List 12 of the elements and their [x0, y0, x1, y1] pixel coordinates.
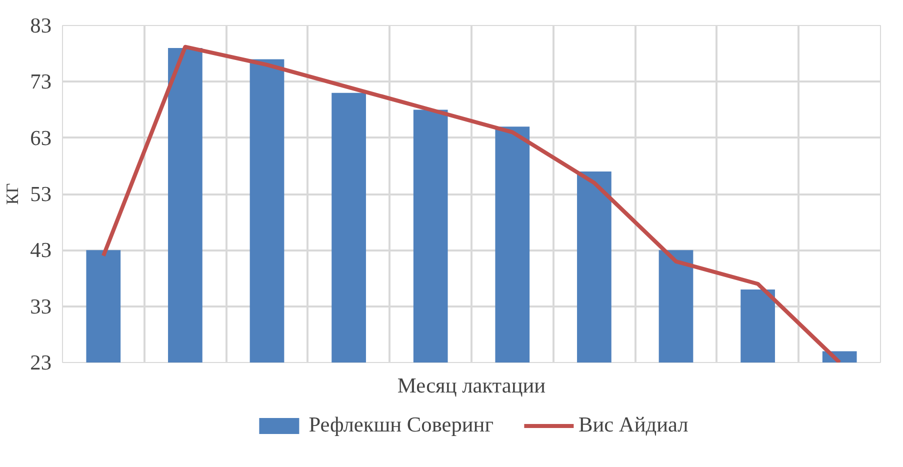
- y-tick-label: 33: [30, 294, 52, 318]
- line-series: [101, 44, 842, 362]
- y-tick-label: 83: [30, 14, 52, 38]
- y-tick-label: 23: [30, 350, 52, 374]
- y-axis-title: КГ: [3, 183, 22, 205]
- y-tick-label: 43: [30, 238, 52, 262]
- y-tick-label: 63: [30, 126, 52, 150]
- legend-label: Вис Айдиал: [578, 412, 688, 438]
- y-tick-label: 73: [30, 70, 52, 94]
- legend-label: Рефлекшн Соверинг: [308, 412, 494, 438]
- x-axis-title: Месяц лактации: [397, 374, 546, 398]
- y-tick-label: 53: [30, 182, 52, 206]
